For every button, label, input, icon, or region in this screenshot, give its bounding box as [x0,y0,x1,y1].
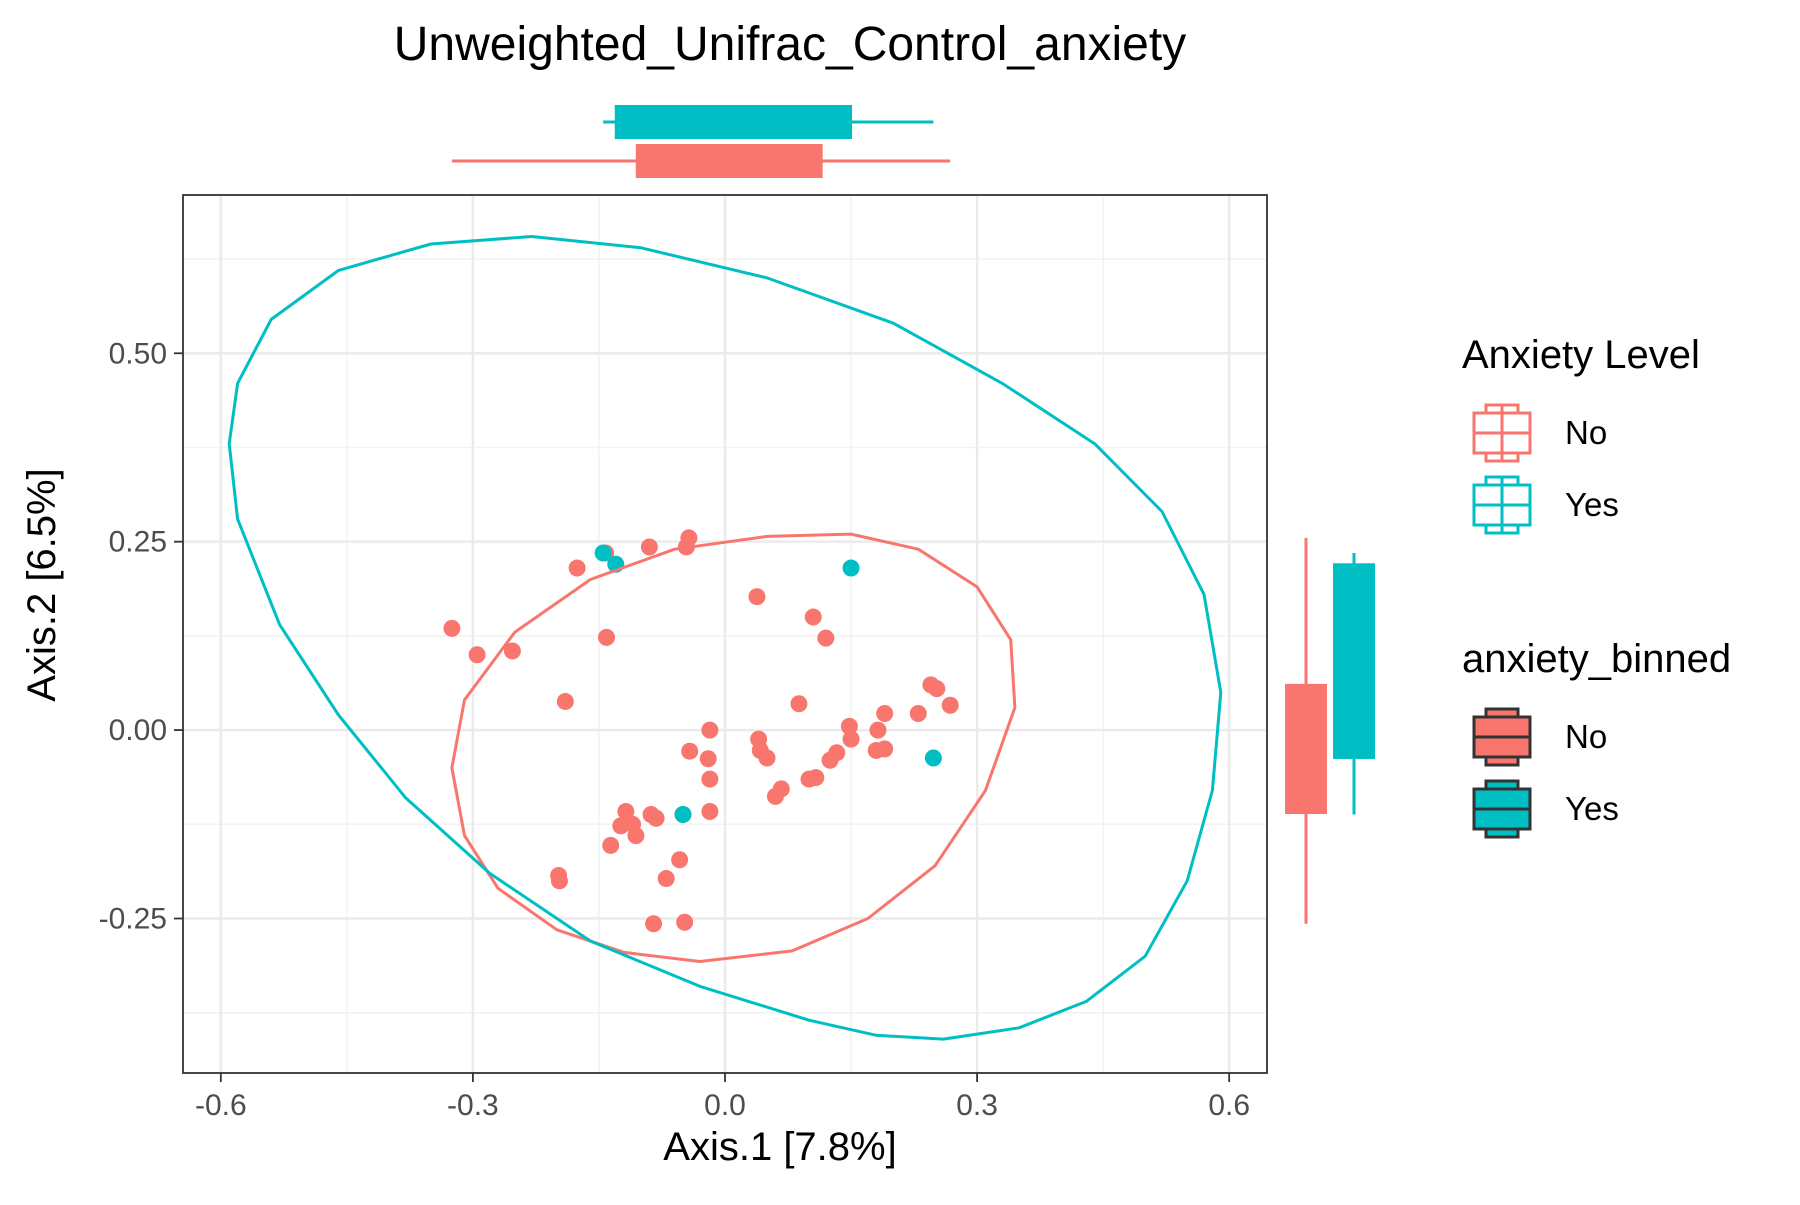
data-point-no [909,705,927,723]
legends: Anxiety Level No Yes anxiety_binned No Yes [1462,333,1731,839]
legend-title: anxiety_binned [1462,637,1731,681]
right-boxplot-box-no [1285,683,1327,814]
data-point-no [617,802,635,820]
data-point-no [928,680,946,698]
legend-anxiety-level: Anxiety Level No Yes [1462,333,1700,535]
axes: -0.6 -0.3 0.0 0.3 0.6 -0.25 0.00 0.25 0.50 [99,337,1250,1122]
x-tick-label: 0.6 [1208,1089,1250,1122]
plot-panel [182,194,1268,1074]
data-point-no [612,817,630,835]
data-point-yes [924,749,942,767]
chart-title: Unweighted_Unifrac_Control_anxiety [394,18,1186,71]
data-point-no [602,836,620,854]
data-point-no [840,717,858,735]
data-point-no [758,749,776,767]
data-point-no [642,805,660,823]
right-marginal-boxplots [1285,537,1375,924]
data-point-no [807,769,825,787]
y-tick-label: 0.00 [109,714,167,747]
data-point-no [748,588,766,606]
y-tick-label: 0.25 [109,526,167,559]
data-point-yes [674,805,692,823]
data-point-no [701,770,719,788]
top-boxplot-box-no [635,144,823,178]
data-point-no [699,750,717,768]
data-point-no [701,721,719,739]
data-point-no [842,730,860,748]
x-tick-label: 0.3 [956,1089,998,1122]
x-tick-label: -0.3 [447,1089,499,1122]
data-point-no [550,872,568,890]
confidence-ellipse-yes [227,235,1223,1041]
y-tick-label: -0.25 [99,903,167,936]
top-boxplot-box-yes [614,105,853,139]
data-point-no [503,642,521,660]
legend-item-label: Yes [1565,486,1619,523]
data-point-no [645,915,663,933]
data-point-no [657,870,675,888]
data-point-no [790,695,808,713]
x-axis-title: Axis.1 [7.8%] [663,1125,896,1169]
data-point-no [701,802,719,820]
data-point-no [681,742,699,760]
y-tick-label: 0.50 [109,337,167,370]
y-axis-title: Axis.2 [6.5%] [20,468,64,701]
data-point-no [468,646,486,664]
data-point-no [869,721,887,739]
legend-title: Anxiety Level [1462,333,1700,377]
legend-item-label: Yes [1565,790,1619,827]
data-point-yes [842,559,860,577]
data-point-no [568,559,586,577]
data-point-no [676,913,694,931]
legend-key-no [1472,403,1532,463]
x-tick-label: 0.0 [704,1089,746,1122]
data-point-no [817,629,835,647]
data-point-no [598,628,616,646]
x-tick-label: -0.6 [195,1089,247,1122]
data-point-no [804,608,822,626]
data-point-no [876,740,894,758]
data-point-no [680,529,698,547]
data-point-no [772,780,790,798]
data-point-yes [594,544,612,562]
legend-anxiety-binned: anxiety_binned No Yes [1462,637,1731,839]
legend-key-no [1472,707,1532,767]
right-boxplot-box-yes [1333,563,1375,759]
legend-key-yes [1472,779,1532,839]
legend-item-label: No [1565,718,1607,755]
data-point-no [941,696,959,714]
data-point-no [876,705,894,723]
data-point-no [671,851,689,869]
data-point-no [443,619,461,637]
data-point-no [556,692,574,710]
legend-item-label: No [1565,414,1607,451]
top-marginal-boxplots [451,105,951,178]
data-point-no [640,538,658,556]
legend-key-yes [1472,475,1532,535]
data-point-no [828,744,846,762]
